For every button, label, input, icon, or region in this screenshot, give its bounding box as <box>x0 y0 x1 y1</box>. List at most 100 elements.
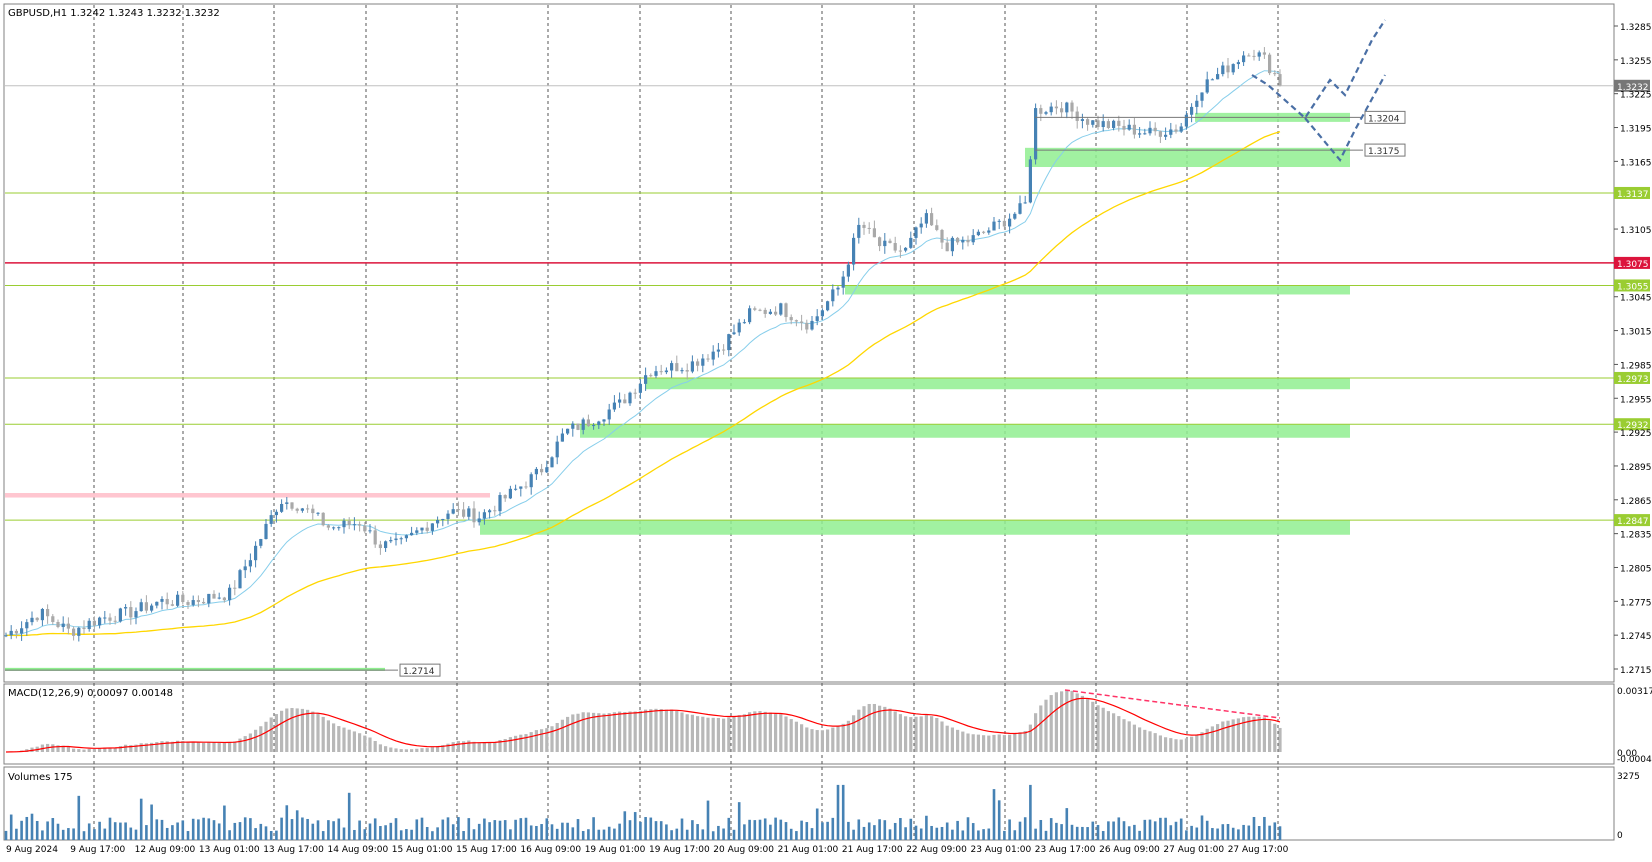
volume-bar <box>722 828 725 840</box>
volume-bar <box>888 829 892 840</box>
candle-body <box>498 495 502 512</box>
macd-bar <box>72 748 76 752</box>
macd-bar <box>784 716 788 752</box>
candle-body <box>924 213 928 224</box>
candle-body <box>930 213 934 226</box>
volume-bar <box>1205 820 1209 840</box>
macd-bar <box>436 746 440 752</box>
volume-bar <box>633 812 637 840</box>
volume-bar <box>113 822 117 840</box>
candle-body <box>61 623 65 628</box>
macd-bar <box>290 708 294 752</box>
volume-bar <box>774 817 777 840</box>
macd-bar <box>1034 713 1038 752</box>
volume-bar <box>1273 822 1277 840</box>
volume-bar <box>347 792 351 840</box>
candle-body <box>1231 64 1235 73</box>
macd-bar <box>150 742 154 752</box>
macd-bar <box>810 729 814 752</box>
time-axis-label-9: 19 Aug 01:00 <box>585 845 646 855</box>
macd-bar <box>1184 738 1188 752</box>
level-tag-bg-0 <box>1614 186 1650 199</box>
candle-body <box>867 227 871 229</box>
macd-bar <box>113 747 117 752</box>
volume-bar <box>217 823 221 840</box>
macd-bar <box>644 709 648 752</box>
volume-bar <box>93 829 96 840</box>
macd-bar <box>503 739 507 752</box>
macd-bar <box>1143 729 1147 752</box>
volume-bar <box>1263 816 1266 840</box>
support-zone-5 <box>480 520 1350 535</box>
macd-bar <box>165 741 169 752</box>
macd-bar <box>638 710 642 752</box>
candle-body <box>1200 92 1204 101</box>
volume-bar <box>431 831 434 840</box>
candle-body <box>628 392 632 404</box>
candle-body <box>612 402 616 410</box>
price-panel[interactable] <box>3 3 1615 683</box>
volume-bar <box>1268 825 1271 840</box>
volume-bar <box>1112 821 1115 840</box>
volume-bar <box>987 828 991 840</box>
candle-body <box>1143 133 1147 135</box>
candle-body <box>836 287 840 290</box>
volume-bar <box>477 823 481 840</box>
candle-body <box>1008 218 1012 227</box>
resistance-zone <box>5 493 490 498</box>
volume-bar <box>1143 819 1147 840</box>
macd-bar <box>992 734 996 752</box>
volume-bar <box>212 820 216 840</box>
support-zone-1 <box>1025 147 1350 168</box>
level-tag-bg-3 <box>1614 371 1650 384</box>
macd-bar <box>144 743 148 752</box>
candle-body <box>134 611 138 618</box>
macd-bar <box>389 747 393 752</box>
macd-bar <box>82 749 86 752</box>
candle-body <box>1117 120 1121 126</box>
volume-bar <box>87 823 91 840</box>
volume-bar <box>1107 821 1110 840</box>
volume-bar <box>613 828 616 840</box>
macd-bar <box>326 720 330 752</box>
macd-bar <box>1028 724 1032 752</box>
volume-bar <box>181 820 185 840</box>
volume-bar <box>35 820 39 840</box>
macd-title: MACD(12,26,9) 0.00097 0.00148 <box>8 688 173 699</box>
macd-bar <box>1132 724 1136 752</box>
volume-bar <box>441 819 445 840</box>
candle-body <box>1044 112 1048 114</box>
macd-bar <box>321 716 325 752</box>
volume-bar <box>737 802 741 840</box>
macd-bar <box>654 708 658 752</box>
volume-bar <box>1216 828 1219 840</box>
candle-body <box>306 508 310 510</box>
volume-bar <box>618 823 621 840</box>
candle-body <box>30 617 34 623</box>
volume-bar <box>899 818 902 840</box>
volume-panel[interactable] <box>3 766 1615 841</box>
candle-body <box>633 392 637 394</box>
macd-bar <box>160 741 164 752</box>
candle-body <box>763 309 767 314</box>
candle-body <box>852 237 856 265</box>
volume-bar <box>1185 830 1188 840</box>
time-axis-label-5: 14 Aug 09:00 <box>328 845 389 855</box>
volume-bar <box>1086 827 1089 840</box>
candle-body <box>727 334 731 351</box>
macd-bar <box>358 733 362 752</box>
volume-bar <box>862 826 866 840</box>
volume-bar <box>602 829 606 840</box>
time-axis-label-7: 15 Aug 17:00 <box>456 845 517 855</box>
volume-bar <box>628 820 632 840</box>
candle-body <box>51 616 55 622</box>
macd-axis-label-0: 0.00317 <box>1617 687 1652 697</box>
macd-bar <box>347 729 351 752</box>
macd-bar <box>664 709 668 752</box>
candle-body <box>1247 55 1251 57</box>
candle-body <box>550 457 554 468</box>
level-tag-1: 1.3075 <box>1617 260 1649 270</box>
candle-body <box>992 221 996 231</box>
volume-bar <box>1018 821 1022 840</box>
